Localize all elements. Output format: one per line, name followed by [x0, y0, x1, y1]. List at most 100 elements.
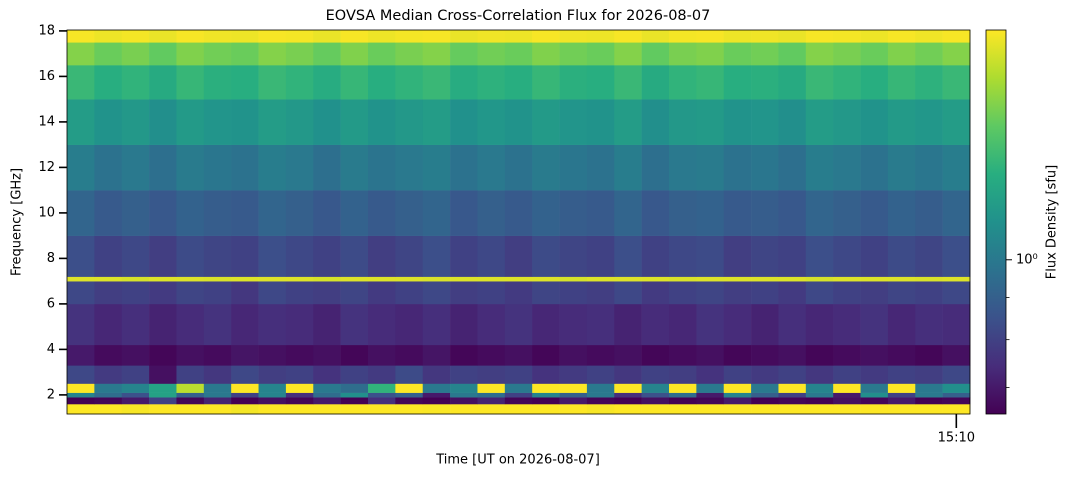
- heatmap-cell: [696, 276, 725, 282]
- heatmap-cell: [422, 42, 451, 66]
- heatmap-cell: [532, 281, 560, 305]
- heatmap-cell: [477, 144, 506, 191]
- heatmap-cell: [176, 365, 205, 384]
- heatmap-cell: [121, 392, 150, 398]
- heatmap-cell: [559, 392, 588, 398]
- heatmap-cell: [313, 365, 341, 384]
- heatmap-cell: [887, 383, 916, 393]
- heatmap-cell: [614, 365, 642, 384]
- heatmap-cell: [285, 99, 314, 145]
- heatmap-cell: [258, 403, 287, 415]
- heatmap-cell: [231, 190, 259, 236]
- heatmap-cell: [942, 276, 971, 282]
- heatmap-cell: [805, 30, 834, 43]
- heatmap-cell: [669, 344, 697, 366]
- heatmap-cell: [696, 397, 725, 405]
- heatmap-cell: [395, 30, 424, 43]
- heatmap-cell: [942, 190, 971, 236]
- heatmap-cell: [395, 190, 424, 236]
- heatmap-cell: [368, 30, 396, 43]
- heatmap-cell: [942, 65, 971, 100]
- heatmap-cell: [942, 42, 971, 66]
- heatmap-cell: [860, 30, 889, 43]
- heatmap-cell: [723, 42, 752, 66]
- y-tick-label: 12: [38, 160, 55, 175]
- heatmap-cell: [450, 235, 478, 277]
- heatmap-cell: [121, 344, 150, 366]
- heatmap-cell: [258, 303, 287, 346]
- heatmap-cell: [696, 344, 725, 366]
- heatmap-cell: [723, 397, 752, 405]
- heatmap-cell: [313, 30, 341, 43]
- heatmap-cell: [723, 190, 752, 236]
- heatmap-cell: [915, 403, 943, 415]
- heatmap-cell: [285, 42, 314, 66]
- heatmap-cell: [833, 365, 861, 384]
- heatmap-cell: [94, 65, 123, 100]
- heatmap-cell: [285, 303, 314, 346]
- heatmap-cell: [942, 144, 971, 191]
- heatmap-cell: [231, 276, 259, 282]
- heatmap-cell: [368, 403, 396, 415]
- heatmap-cell: [231, 144, 259, 191]
- y-tick-label: 2: [47, 387, 55, 402]
- heatmap-cell: [450, 303, 478, 346]
- heatmap-cell: [532, 303, 560, 346]
- heatmap-cell: [504, 303, 533, 346]
- heatmap-cell: [778, 99, 807, 145]
- heatmap-cell: [395, 397, 424, 405]
- heatmap-cell: [149, 42, 177, 66]
- heatmap-cell: [422, 235, 451, 277]
- heatmap-cell: [149, 303, 177, 346]
- heatmap-cell: [422, 99, 451, 145]
- heatmap-cell: [532, 344, 560, 366]
- heatmap-cell: [860, 344, 889, 366]
- heatmap-cell: [422, 65, 451, 100]
- heatmap-cell: [313, 235, 341, 277]
- heatmap-cell: [778, 190, 807, 236]
- heatmap-cell: [669, 392, 697, 398]
- heatmap-cell: [778, 344, 807, 366]
- heatmap-cell: [313, 144, 341, 191]
- heatmap-cell: [614, 235, 642, 277]
- heatmap-cell: [751, 30, 779, 43]
- heatmap-cell: [751, 281, 779, 305]
- heatmap-cell: [559, 99, 588, 145]
- heatmap-cell: [395, 365, 424, 384]
- heatmap-cell: [203, 281, 232, 305]
- heatmap-cell: [285, 383, 314, 393]
- heatmap-cell: [477, 303, 506, 346]
- x-tick-label: 15:10: [938, 431, 975, 446]
- heatmap-cell: [723, 365, 752, 384]
- heatmap: [67, 30, 971, 415]
- heatmap-cell: [94, 392, 123, 398]
- heatmap-cell: [121, 303, 150, 346]
- heatmap-cell: [669, 403, 697, 415]
- heatmap-cell: [751, 403, 779, 415]
- heatmap-cell: [258, 42, 287, 66]
- heatmap-cell: [340, 30, 369, 43]
- heatmap-cell: [395, 303, 424, 346]
- heatmap-cell: [833, 383, 861, 393]
- heatmap-cell: [833, 344, 861, 366]
- heatmap-cell: [586, 344, 615, 366]
- y-tick-label: 18: [38, 23, 55, 38]
- heatmap-cell: [368, 235, 396, 277]
- heatmap-cell: [532, 190, 560, 236]
- heatmap-cell: [860, 99, 889, 145]
- heatmap-cell: [751, 235, 779, 277]
- heatmap-cell: [121, 144, 150, 191]
- heatmap-cell: [477, 397, 506, 405]
- heatmap-cell: [942, 99, 971, 145]
- heatmap-cell: [203, 190, 232, 236]
- heatmap-cell: [532, 235, 560, 277]
- y-tick-label: 16: [38, 69, 55, 84]
- heatmap-cell: [942, 397, 971, 405]
- heatmap-cell: [887, 303, 916, 346]
- heatmap-cell: [778, 383, 807, 393]
- heatmap-cell: [723, 344, 752, 366]
- heatmap-cell: [285, 344, 314, 366]
- heatmap-cell: [149, 344, 177, 366]
- heatmap-cell: [313, 303, 341, 346]
- heatmap-cell: [559, 42, 588, 66]
